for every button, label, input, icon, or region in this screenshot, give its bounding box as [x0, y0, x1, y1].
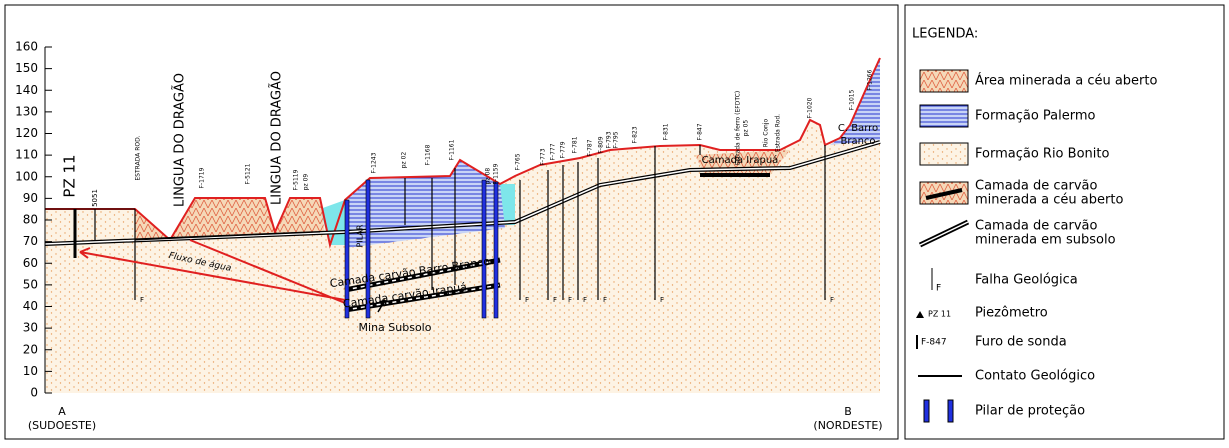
- y-tick-label: 60: [23, 256, 38, 270]
- section-label: PZ 11: [61, 154, 79, 197]
- section-label: F-765: [515, 153, 522, 170]
- section-label: Branco: [840, 136, 875, 147]
- legend-label: Formação Rio Bonito: [975, 147, 1109, 162]
- end-label: A: [58, 405, 66, 418]
- section-label: Estrada Rod.: [775, 114, 782, 152]
- section-label: pz 02: [401, 152, 408, 169]
- section-label: Rio Conjo: [763, 118, 770, 147]
- section-label: LINGUA DO DRAGÃO: [172, 73, 188, 207]
- water: [500, 184, 515, 225]
- end-label: (NORDESTE): [813, 419, 882, 432]
- section-label: F-1266: [867, 69, 874, 90]
- legend-label: Pilar de proteção: [975, 404, 1085, 419]
- section-label: F-1243: [371, 152, 378, 173]
- faults: [73, 145, 826, 300]
- section-label: F-5121: [245, 163, 252, 184]
- surface: [45, 57, 881, 249]
- y-tick-label: 150: [15, 61, 38, 75]
- section-label: pz 09: [303, 174, 310, 191]
- section-label: F-1719: [199, 167, 206, 188]
- y-tick-label: 80: [23, 213, 38, 227]
- y-tick-label: 110: [15, 148, 38, 162]
- section-label: pz 08: [485, 168, 492, 185]
- section-label: LINGUA DO DRAGÃO: [269, 71, 285, 205]
- y-tick-label: 120: [15, 126, 38, 140]
- section-label: F-779: [560, 141, 567, 158]
- legend-label: Contato Geológico: [975, 369, 1095, 384]
- mined-area: [135, 198, 325, 240]
- section-label: F-795: [613, 131, 620, 148]
- fault-label: F: [140, 296, 144, 304]
- section-label: F-831: [663, 123, 670, 140]
- fault-label: F: [568, 296, 572, 304]
- legend-label: Falha Geológica: [975, 273, 1078, 288]
- y-tick-label: 10: [23, 364, 38, 378]
- y-tick-label: 140: [15, 83, 38, 97]
- section-label: F-1020: [807, 97, 814, 118]
- legend-label: Formação Palermo: [975, 109, 1096, 124]
- section-label: ESTRADA ROD.: [135, 135, 142, 180]
- y-tick-label: 30: [23, 321, 38, 335]
- fault-label: F: [603, 296, 607, 304]
- section-label: pz 05: [743, 120, 750, 137]
- y-tick-label: 40: [23, 299, 38, 313]
- end-label: (SUDOESTE): [28, 419, 96, 432]
- section-label: Mina Subsolo: [359, 321, 432, 334]
- legend-label: Camada de carvão: [975, 219, 1098, 234]
- y-tick-label: 70: [23, 234, 38, 248]
- section-label: F-809: [598, 136, 605, 153]
- y-tick-label: 130: [15, 104, 38, 118]
- section-label: PILAR: [356, 224, 365, 247]
- arrow: [377, 299, 387, 313]
- section-label: F-823: [632, 126, 639, 143]
- fault-label: F: [553, 296, 557, 304]
- section-label: F-1168: [425, 144, 432, 165]
- section-label: F-793: [606, 131, 613, 148]
- legend-label: Furo de sonda: [975, 335, 1067, 350]
- legend-symbol: F: [936, 284, 941, 294]
- y-tick-label: 160: [15, 40, 38, 54]
- section-label: F-773: [540, 148, 547, 165]
- y-tick-label: 0: [30, 386, 38, 400]
- fault-label: F: [660, 296, 664, 304]
- legend-symbol: PZ 11: [928, 310, 951, 319]
- y-tick-label: 20: [23, 342, 38, 356]
- legend-title: LEGENDA:: [912, 27, 978, 42]
- section-label: Camada Irapuá: [702, 154, 779, 166]
- legend-label: Área minerada a céu aberto: [975, 73, 1157, 89]
- section-label: F-1159: [493, 163, 500, 184]
- legend-swatches: [916, 69, 970, 423]
- section-label: F-787: [587, 139, 594, 156]
- legend-label: minerada a céu aberto: [975, 193, 1123, 208]
- fault-label: F: [525, 296, 529, 304]
- y-tick-label: 100: [15, 169, 38, 183]
- section-label: F-5119: [293, 169, 300, 190]
- legend-label: minerada em subsolo: [975, 233, 1116, 248]
- cross-section: [44, 47, 881, 393]
- y-tick-label: 50: [23, 277, 38, 291]
- flow-arrows: [79, 239, 346, 304]
- pillars: [344, 179, 499, 319]
- y-tick-label: 90: [23, 191, 38, 205]
- section-label: C. Barro: [838, 123, 878, 134]
- section-label: F-847: [697, 123, 704, 140]
- end-label: B: [844, 405, 852, 418]
- section-label: 5051: [91, 189, 99, 207]
- fault-label: F: [583, 296, 587, 304]
- legend-symbol: F-847: [921, 338, 947, 348]
- fault-label: F: [830, 296, 834, 304]
- section-label: F-781: [572, 136, 579, 153]
- section-label: F-1015: [849, 89, 856, 110]
- section-label: Estrada de ferro (EFDTC): [735, 91, 742, 165]
- legend-label: Camada de carvão: [975, 179, 1098, 194]
- palermo: [830, 58, 880, 145]
- section-label: F-777: [550, 143, 557, 160]
- legend-label: Piezômetro: [975, 306, 1048, 321]
- section-label: F-1161: [449, 139, 456, 160]
